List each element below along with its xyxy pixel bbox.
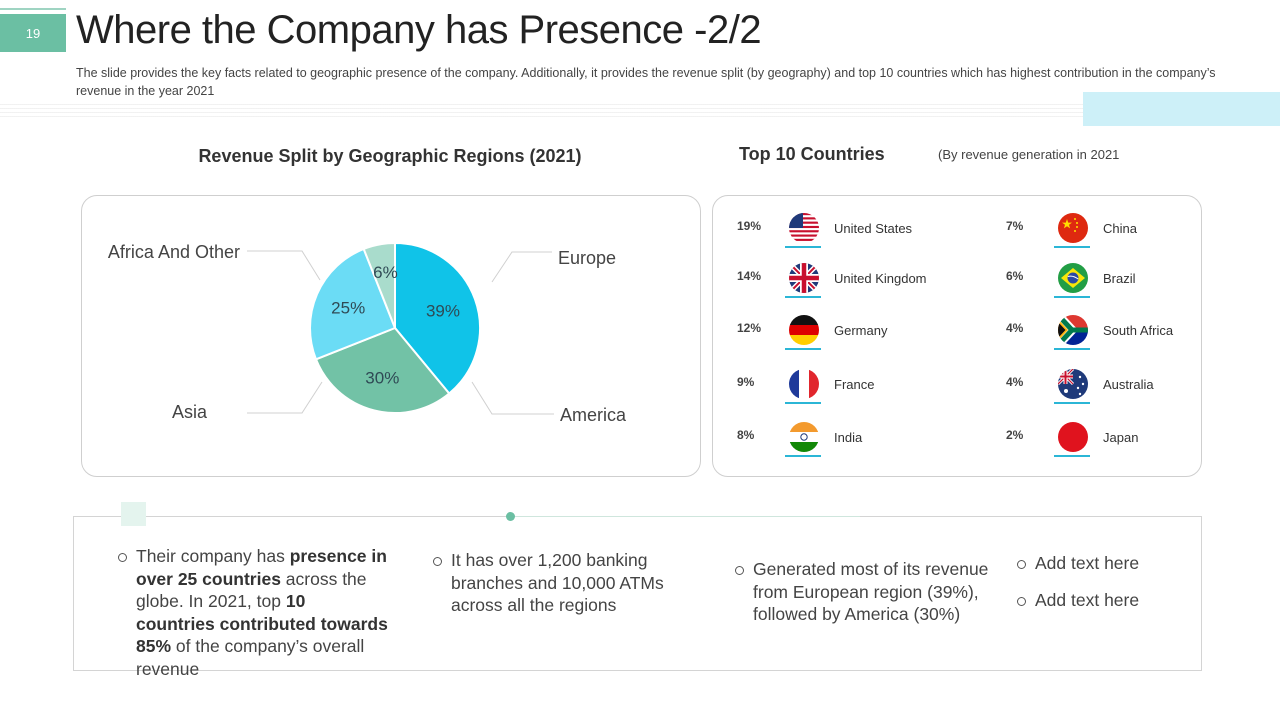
pie-chart-panel: 39% 30% 25% 6% Europe America Asia Africa And …: [81, 195, 701, 477]
australia-flag-icon: [1058, 369, 1088, 399]
flag-underline: [1054, 296, 1090, 298]
country-name: Brazil: [1103, 271, 1136, 286]
country-row-france: 9% France: [737, 369, 957, 405]
brazil-flag-icon: [1058, 263, 1088, 293]
flag-underline: [1054, 246, 1090, 248]
key-facts-line-accent: [515, 516, 860, 517]
pie-value-label-america: 30%: [365, 368, 399, 387]
slide-number: 19: [0, 14, 66, 52]
country-share: 2%: [1006, 428, 1024, 442]
country-name: Japan: [1103, 430, 1139, 445]
pie-leader-line-asia: [247, 381, 323, 414]
china-flag-icon: [1058, 213, 1088, 243]
country-name: France: [834, 377, 875, 392]
pie-chart: 39% 30% 25% 6% Europe America Asia Africa And …: [108, 241, 627, 425]
slide-number-accent: [0, 8, 66, 10]
flag-underline: [785, 348, 821, 350]
uk-flag-icon: [789, 263, 819, 293]
pie-category-label-asia: Asia: [172, 402, 208, 422]
country-name: Germany: [834, 323, 888, 338]
country-share: 8%: [737, 428, 755, 442]
country-row-south-africa: 4% South Africa: [1006, 315, 1226, 351]
france-flag-icon: [789, 369, 819, 399]
country-share: 7%: [1006, 219, 1024, 233]
fact-presence: Their company has presence in over 25 co…: [118, 545, 388, 680]
country-name: China: [1103, 221, 1137, 236]
country-row-us: 19% United States: [737, 213, 957, 249]
country-row-australia: 4% Australia: [1006, 369, 1226, 405]
country-name: United Kingdom: [834, 271, 927, 286]
pie-slice-africa-and-other: [362, 241, 396, 329]
pie-slice-europe: [394, 241, 481, 395]
fact-presence-bold-1: presence in over 25 countries: [136, 546, 387, 589]
page-title: Where the Company has Presence -2/2: [76, 8, 762, 52]
decorative-block: [1083, 92, 1280, 126]
pie-category-label-europe: Europe: [558, 248, 616, 268]
country-row-germany: 12% Germany: [737, 315, 957, 351]
country-row-brazil: 6% Brazil: [1006, 263, 1226, 299]
country-name: South Africa: [1103, 323, 1174, 338]
flag-underline: [785, 246, 821, 248]
flag-underline: [1054, 348, 1090, 350]
flag-underline: [785, 455, 821, 457]
country-name: India: [834, 430, 863, 445]
fact-branches: It has over 1,200 banking branches and 1…: [433, 549, 678, 617]
pie-value-label-asia: 25%: [331, 299, 365, 318]
top-countries-title: Top 10 Countries: [739, 144, 885, 164]
germany-flag-icon: [789, 315, 819, 345]
country-share: 9%: [737, 375, 755, 389]
japan-flag-icon: [1058, 422, 1088, 452]
country-row-uk: 14% United Kingdom: [737, 263, 957, 299]
country-share: 4%: [1006, 375, 1024, 389]
fact-placeholder-1: Add text here: [1017, 552, 1187, 575]
us-flag-icon: [789, 213, 819, 243]
pie-category-label-africa-and-other: Africa And Other: [108, 242, 240, 262]
fact-presence-bold-2: 10 countries contributed towards 85%: [136, 591, 388, 656]
flag-underline: [1054, 402, 1090, 404]
flag-underline: [785, 402, 821, 404]
country-share: 19%: [737, 219, 762, 233]
fact-revenue-region: Generated most of its revenue from Europ…: [735, 558, 995, 626]
country-share: 12%: [737, 321, 762, 335]
fact-placeholder-2: Add text here: [1017, 589, 1187, 612]
country-row-japan: 2% Japan: [1006, 422, 1226, 458]
india-flag-icon: [789, 422, 819, 452]
pie-leader-line-africa-and-other: [247, 250, 321, 281]
fact-presence-text-3: of the company’s overall revenue: [136, 636, 365, 679]
country-share: 6%: [1006, 269, 1024, 283]
country-share: 14%: [737, 269, 762, 283]
pie-value-label-africa-and-other: 6%: [373, 263, 398, 282]
flag-underline: [785, 296, 821, 298]
country-name: Australia: [1103, 377, 1154, 392]
country-row-china: 7% China: [1006, 213, 1226, 249]
pie-value-label-europe: 39%: [426, 302, 460, 321]
south-africa-flag-icon: [1058, 315, 1088, 345]
pie-leader-line-america: [471, 381, 554, 415]
country-name: United States: [834, 221, 913, 236]
pie-category-label-america: America: [560, 405, 627, 425]
fact-presence-text-2: across the globe. In 2021, top: [136, 568, 367, 612]
pie-leader-line-europe: [491, 251, 552, 283]
key-facts-dot-accent: [506, 512, 515, 521]
country-share: 4%: [1006, 321, 1024, 335]
key-facts-tab-accent: [121, 502, 146, 526]
flag-underline: [1054, 455, 1090, 457]
top-countries-panel: 19% United States 14% United Kingdom 12% Germ…: [712, 195, 1202, 477]
page-subtitle: The slide provides the key facts related…: [76, 66, 1216, 98]
chart-title: Revenue Split by Geographic Regions (202…: [198, 146, 582, 166]
country-row-india: 8% India: [737, 422, 957, 458]
header-divider: [0, 104, 1280, 118]
fact-presence-text-1: Their company has: [136, 546, 290, 566]
top-countries-note: (By revenue generation in 2021: [938, 147, 1120, 162]
pie-slice-america: [314, 326, 451, 414]
